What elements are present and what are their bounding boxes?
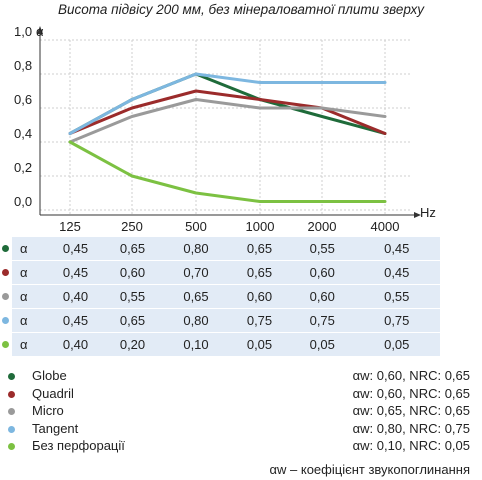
y-tick-label: 1,0 bbox=[14, 24, 32, 39]
table-cell: 0,45 bbox=[50, 308, 101, 333]
row-marker bbox=[0, 284, 12, 309]
table-row: α 0,40 0,20 0,10 0,05 0,05 0,05 bbox=[0, 332, 440, 357]
table-cell: 0,05 bbox=[228, 332, 291, 357]
y-tick-label: 0,2 bbox=[14, 160, 32, 175]
table-cell: 0,05 bbox=[291, 332, 354, 357]
series-dot-icon bbox=[2, 293, 9, 300]
table-cell: 0,65 bbox=[164, 284, 228, 309]
x-axis-label: Hz bbox=[420, 205, 436, 220]
series-lines bbox=[68, 72, 387, 203]
table-cell: 0,55 bbox=[101, 284, 164, 309]
x-tick-label: 250 bbox=[121, 219, 143, 234]
table-cell: 0,75 bbox=[353, 308, 440, 333]
table-cell: 0,45 bbox=[50, 237, 101, 261]
x-tick-label: 125 bbox=[59, 219, 81, 234]
x-tick-label: 2000 bbox=[308, 219, 337, 234]
footnote: αw – коефіцієнт звукопоглинання bbox=[269, 462, 470, 477]
series-dot-icon bbox=[2, 317, 9, 324]
row-marker bbox=[0, 332, 12, 357]
series-dot-icon bbox=[2, 245, 9, 252]
table-cell: 0,55 bbox=[291, 237, 354, 261]
table-cell: 0,80 bbox=[164, 308, 228, 333]
series-dot-icon bbox=[2, 341, 9, 348]
y-tick-label: 0,4 bbox=[14, 126, 32, 141]
table-cell: 0,40 bbox=[50, 332, 101, 357]
table-cell: 0,65 bbox=[228, 237, 291, 261]
series-line bbox=[68, 89, 387, 135]
series-line bbox=[68, 98, 387, 144]
row-marker bbox=[0, 308, 12, 333]
table-cell: 0,75 bbox=[228, 308, 291, 333]
tick-labels: 0,0 0,2 0,4 0,6 0,8 1,0 125 250 500 1000 2000 4000 α… bbox=[14, 24, 436, 234]
legend-label: Tangent bbox=[32, 420, 79, 436]
series-line bbox=[68, 140, 387, 203]
legend-rating: αw: 0,65, NRC: 0,65 bbox=[352, 403, 470, 418]
legend-item: Globe αw: 0,60, NRC: 0,65 bbox=[0, 368, 470, 386]
table-cell: 0,05 bbox=[353, 332, 440, 357]
legend-dot-icon bbox=[8, 373, 15, 380]
table-cell: 0,45 bbox=[50, 260, 101, 285]
table-cell: 0,65 bbox=[101, 308, 164, 333]
series-dot-icon bbox=[2, 269, 9, 276]
table-cell: 0,45 bbox=[353, 237, 440, 261]
x-tick-label: 4000 bbox=[371, 219, 400, 234]
row-label: α bbox=[12, 284, 50, 309]
legend-item: Quadril αw: 0,60, NRC: 0,65 bbox=[0, 386, 470, 404]
series-line bbox=[68, 72, 387, 135]
table-cell: 0,45 bbox=[353, 260, 440, 285]
y-tick-label: 0,6 bbox=[14, 92, 32, 107]
grid-lines bbox=[40, 39, 410, 215]
legend-dot-icon bbox=[8, 443, 15, 450]
legend-dot-icon bbox=[8, 390, 15, 398]
x-axis-arrow bbox=[414, 212, 421, 218]
table-cell: 0,10 bbox=[164, 332, 228, 357]
legend: Globe αw: 0,60, NRC: 0,65 Quadril αw: 0,60,… bbox=[0, 368, 470, 456]
y-tick-label: 0,8 bbox=[14, 58, 32, 73]
row-label: α bbox=[12, 332, 50, 357]
table-cell: 0,60 bbox=[291, 284, 354, 309]
legend-label: Без перфорації bbox=[32, 438, 125, 453]
legend-rating: αw: 0,80, NRC: 0,75 bbox=[352, 420, 470, 436]
legend-label: Globe bbox=[32, 368, 67, 383]
y-tick-label: 0,0 bbox=[14, 194, 32, 209]
table-cell: 0,65 bbox=[228, 260, 291, 285]
legend-label: Micro bbox=[32, 403, 64, 418]
table-cell: 0,65 bbox=[101, 237, 164, 261]
chart-title: Висота підвісу 200 мм, без мінераловатно… bbox=[58, 2, 424, 17]
table-row: α 0,45 0,65 0,80 0,75 0,75 0,75 bbox=[0, 308, 440, 333]
y-axis-label: α bbox=[36, 24, 44, 39]
axes bbox=[37, 26, 421, 218]
row-marker bbox=[0, 237, 12, 261]
table-cell: 0,80 bbox=[164, 237, 228, 261]
row-label: α bbox=[12, 308, 50, 333]
table-cell: 0,60 bbox=[228, 284, 291, 309]
row-label: α bbox=[12, 237, 50, 261]
legend-item: Micro αw: 0,65, NRC: 0,65 bbox=[0, 403, 470, 421]
legend-dot-icon bbox=[8, 425, 15, 433]
data-table: α 0,45 0,65 0,80 0,65 0,55 0,45 α 0,45 0,60 0,70 0,… bbox=[0, 237, 440, 357]
table-cell: 0,60 bbox=[101, 260, 164, 285]
legend-item: Tangent αw: 0,80, NRC: 0,75 bbox=[0, 421, 470, 439]
table-row: α 0,45 0,65 0,80 0,65 0,55 0,45 bbox=[0, 237, 440, 261]
row-label: α bbox=[12, 260, 50, 285]
row-marker bbox=[0, 260, 12, 285]
legend-label: Quadril bbox=[32, 385, 74, 401]
y-axis-arrow bbox=[37, 26, 43, 34]
table-cell: 0,75 bbox=[291, 308, 354, 333]
legend-dot-icon bbox=[8, 408, 15, 415]
table-cell: 0,60 bbox=[291, 260, 354, 285]
table-cell: 0,70 bbox=[164, 260, 228, 285]
table-row: α 0,45 0,60 0,70 0,65 0,60 0,45 bbox=[0, 260, 440, 285]
line-chart: 0,0 0,2 0,4 0,6 0,8 1,0 125 250 500 1000 2000 4000 α… bbox=[14, 24, 436, 234]
legend-item: Без перфорації αw: 0,10, NRC: 0,05 bbox=[0, 438, 470, 456]
x-tick-label: 500 bbox=[185, 219, 207, 234]
legend-rating: αw: 0,10, NRC: 0,05 bbox=[352, 438, 470, 453]
legend-rating: αw: 0,60, NRC: 0,65 bbox=[352, 368, 470, 383]
legend-rating: αw: 0,60, NRC: 0,65 bbox=[352, 385, 470, 401]
table-row: α 0,40 0,55 0,65 0,60 0,60 0,55 bbox=[0, 284, 440, 309]
table-cell: 0,40 bbox=[50, 284, 101, 309]
x-tick-label: 1000 bbox=[246, 219, 275, 234]
table-cell: 0,55 bbox=[353, 284, 440, 309]
table-cell: 0,20 bbox=[101, 332, 164, 357]
